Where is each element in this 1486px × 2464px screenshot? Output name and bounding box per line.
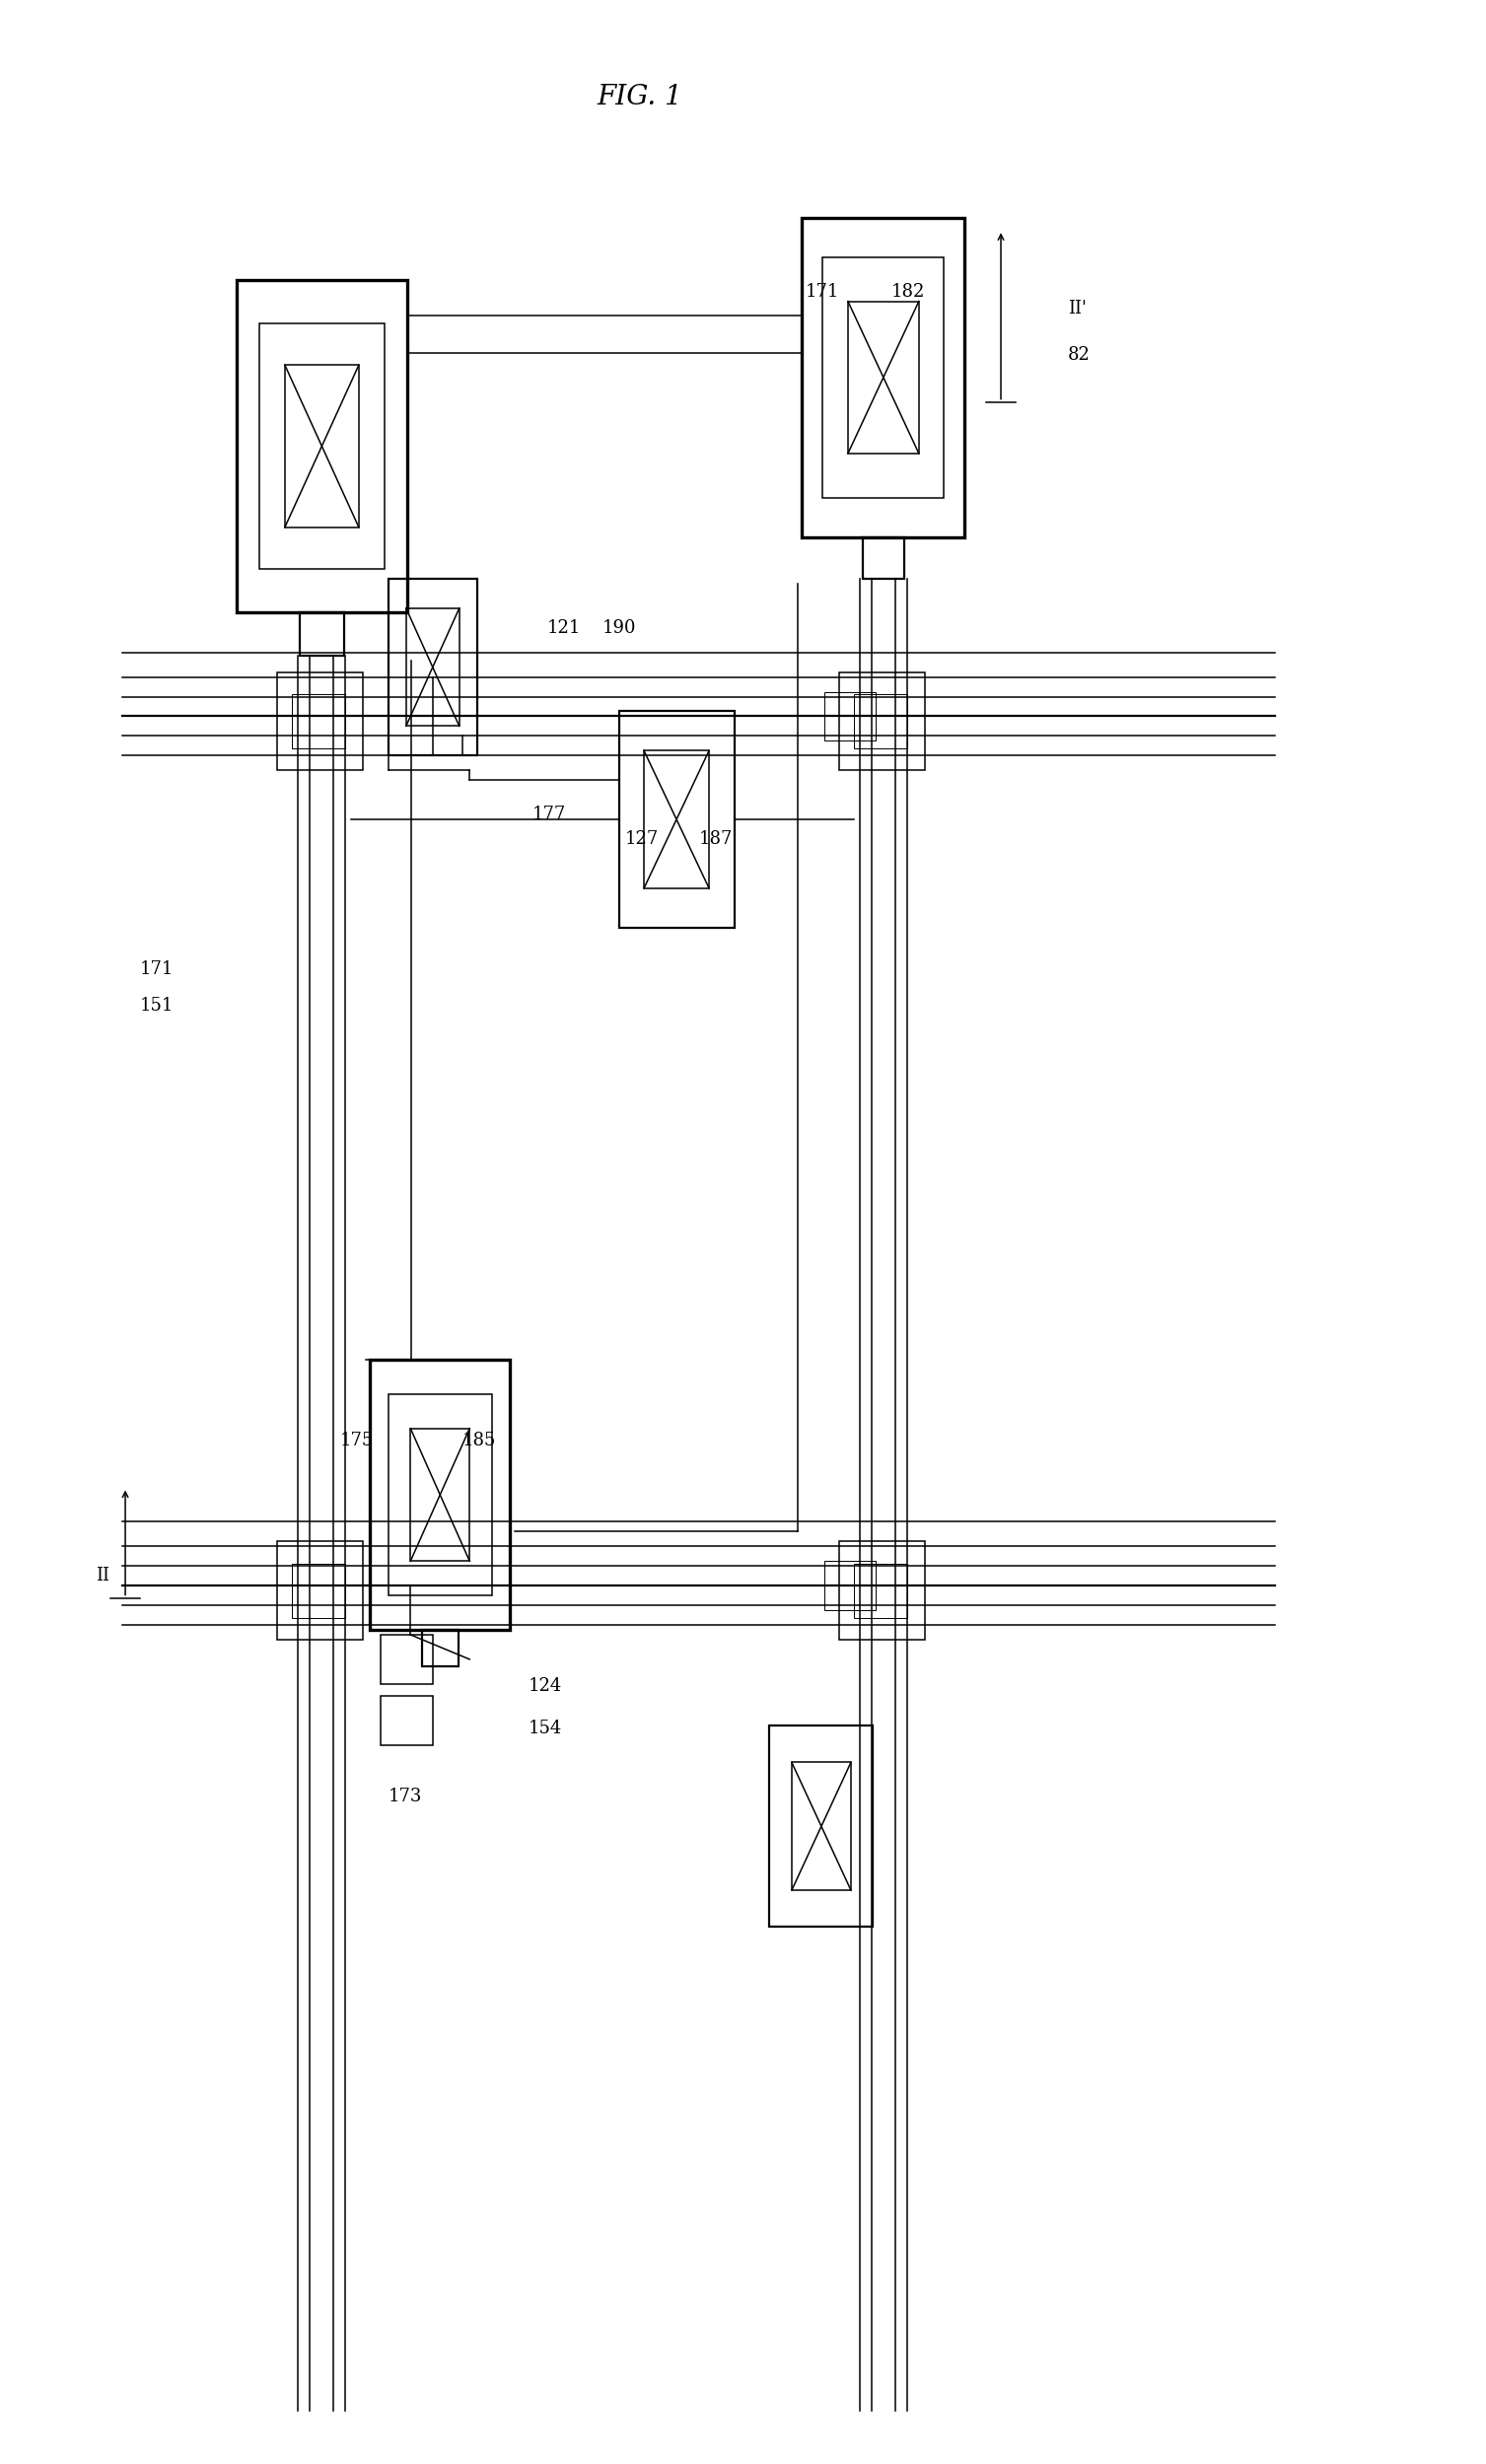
Text: II': II' <box>1068 301 1086 318</box>
Bar <box>854 1565 906 1616</box>
Bar <box>285 365 358 527</box>
Bar <box>854 695 906 749</box>
Bar <box>825 1562 877 1609</box>
Bar <box>863 537 903 579</box>
Bar <box>770 1725 874 1927</box>
Bar <box>840 673 924 771</box>
Bar <box>293 1565 345 1616</box>
Text: 171: 171 <box>805 283 840 301</box>
Text: 173: 173 <box>388 1789 422 1806</box>
Bar <box>278 1542 363 1639</box>
Bar <box>259 323 385 569</box>
Bar <box>406 609 459 727</box>
Text: 121: 121 <box>547 618 581 636</box>
Text: II: II <box>95 1567 110 1584</box>
Bar <box>380 1634 432 1683</box>
Text: 127: 127 <box>624 830 658 848</box>
Text: 124: 124 <box>529 1678 563 1695</box>
Text: FIG. 1: FIG. 1 <box>597 84 682 111</box>
Text: 171: 171 <box>140 961 174 978</box>
Bar <box>300 611 343 655</box>
Bar <box>618 712 734 926</box>
Bar <box>293 695 345 749</box>
Bar <box>643 752 709 887</box>
Text: 154: 154 <box>529 1720 563 1737</box>
Bar <box>840 1542 924 1639</box>
Bar <box>380 1695 432 1745</box>
Text: 187: 187 <box>698 830 733 848</box>
Text: 185: 185 <box>462 1432 496 1449</box>
Text: 182: 182 <box>890 283 924 301</box>
Bar <box>388 579 477 756</box>
Text: 82: 82 <box>1068 347 1091 365</box>
Bar <box>802 217 964 537</box>
Text: 177: 177 <box>532 806 566 823</box>
Bar <box>849 301 918 453</box>
Text: 190: 190 <box>603 618 636 636</box>
Bar <box>278 673 363 771</box>
Bar <box>823 256 944 498</box>
Bar <box>388 1395 492 1597</box>
Bar <box>370 1360 510 1629</box>
Bar <box>422 1629 459 1666</box>
Bar <box>792 1762 851 1890</box>
Bar <box>236 281 407 611</box>
Text: 175: 175 <box>340 1432 373 1449</box>
Bar <box>825 692 877 742</box>
Bar <box>410 1429 470 1562</box>
Text: 151: 151 <box>140 998 174 1015</box>
